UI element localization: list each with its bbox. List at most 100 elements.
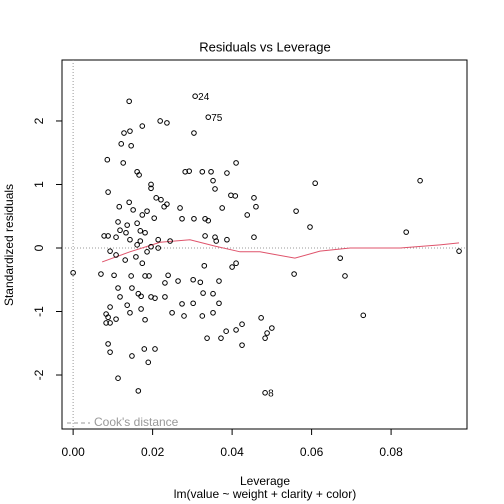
point xyxy=(251,195,257,201)
point xyxy=(201,262,208,269)
point xyxy=(253,203,259,210)
point xyxy=(111,272,117,279)
y-tick-label: 0 xyxy=(32,244,46,251)
point xyxy=(208,168,214,175)
point xyxy=(228,192,234,199)
point xyxy=(137,228,144,234)
point xyxy=(177,205,183,211)
point xyxy=(307,224,313,230)
point xyxy=(70,269,76,276)
point xyxy=(233,160,239,166)
point xyxy=(104,156,111,163)
y-tick-label: 1 xyxy=(32,181,46,188)
point xyxy=(200,290,206,296)
point xyxy=(135,388,142,394)
point xyxy=(262,389,268,396)
point xyxy=(127,236,133,243)
x-tick-label: 0.06 xyxy=(300,445,324,459)
point xyxy=(129,285,135,291)
point xyxy=(126,98,132,105)
point xyxy=(155,245,161,251)
point xyxy=(148,243,154,250)
point xyxy=(262,335,268,341)
y-axis-label: Standardized residuals xyxy=(2,184,16,306)
point xyxy=(219,205,225,211)
point xyxy=(186,168,192,174)
point xyxy=(152,346,158,352)
point xyxy=(251,234,257,240)
point xyxy=(103,320,109,326)
point xyxy=(139,123,146,129)
point xyxy=(144,208,150,214)
point xyxy=(192,93,198,100)
y-tick-label: -1 xyxy=(32,306,46,317)
point xyxy=(191,215,197,222)
point xyxy=(216,278,222,284)
point xyxy=(456,248,462,254)
point xyxy=(115,219,121,225)
point xyxy=(291,271,297,277)
point xyxy=(182,168,189,175)
point xyxy=(129,353,135,359)
point xyxy=(213,238,220,244)
point xyxy=(224,170,230,176)
point xyxy=(123,229,129,236)
point-label: 8 xyxy=(268,388,274,399)
point xyxy=(199,313,206,319)
point xyxy=(210,290,216,297)
point xyxy=(197,279,204,286)
plot-frame xyxy=(61,59,468,430)
point-label: 24 xyxy=(198,92,210,103)
x-tick-label: 0.08 xyxy=(379,445,403,459)
point xyxy=(116,203,123,210)
point xyxy=(153,195,159,201)
point xyxy=(113,252,119,258)
point xyxy=(148,181,154,188)
point xyxy=(264,330,270,336)
point xyxy=(337,255,344,261)
point xyxy=(120,160,127,166)
point xyxy=(216,300,222,307)
point xyxy=(145,359,152,366)
point xyxy=(167,238,173,244)
x-axis-label: Leverage xyxy=(240,474,290,488)
point xyxy=(148,294,154,300)
point xyxy=(162,294,168,300)
subtitle: lm(value ~ weight + clarity + color) xyxy=(174,487,356,501)
point xyxy=(126,199,132,206)
point xyxy=(105,341,111,347)
point xyxy=(258,315,264,321)
point xyxy=(134,220,140,227)
point xyxy=(229,264,235,270)
point xyxy=(205,114,212,120)
point xyxy=(122,257,128,263)
point xyxy=(204,335,210,341)
point xyxy=(293,208,299,214)
y-tick-label: 2 xyxy=(32,117,46,124)
point xyxy=(151,215,158,221)
point xyxy=(202,233,208,239)
point xyxy=(124,222,130,228)
point xyxy=(233,260,239,267)
point xyxy=(218,335,224,341)
legend-label: Cook's distance xyxy=(94,415,179,429)
point xyxy=(141,346,148,352)
point xyxy=(121,130,127,136)
point xyxy=(165,272,171,279)
point xyxy=(113,316,119,322)
point xyxy=(417,177,423,184)
point xyxy=(191,130,197,136)
point xyxy=(212,186,218,192)
point xyxy=(157,118,163,124)
point xyxy=(138,306,144,312)
point xyxy=(115,285,121,291)
y-tick-label: -2 xyxy=(32,369,46,380)
point xyxy=(199,168,206,175)
smooth-line xyxy=(101,239,460,263)
point xyxy=(223,328,229,334)
point xyxy=(107,349,113,355)
point xyxy=(179,215,185,222)
point xyxy=(107,248,113,254)
point xyxy=(138,293,144,300)
